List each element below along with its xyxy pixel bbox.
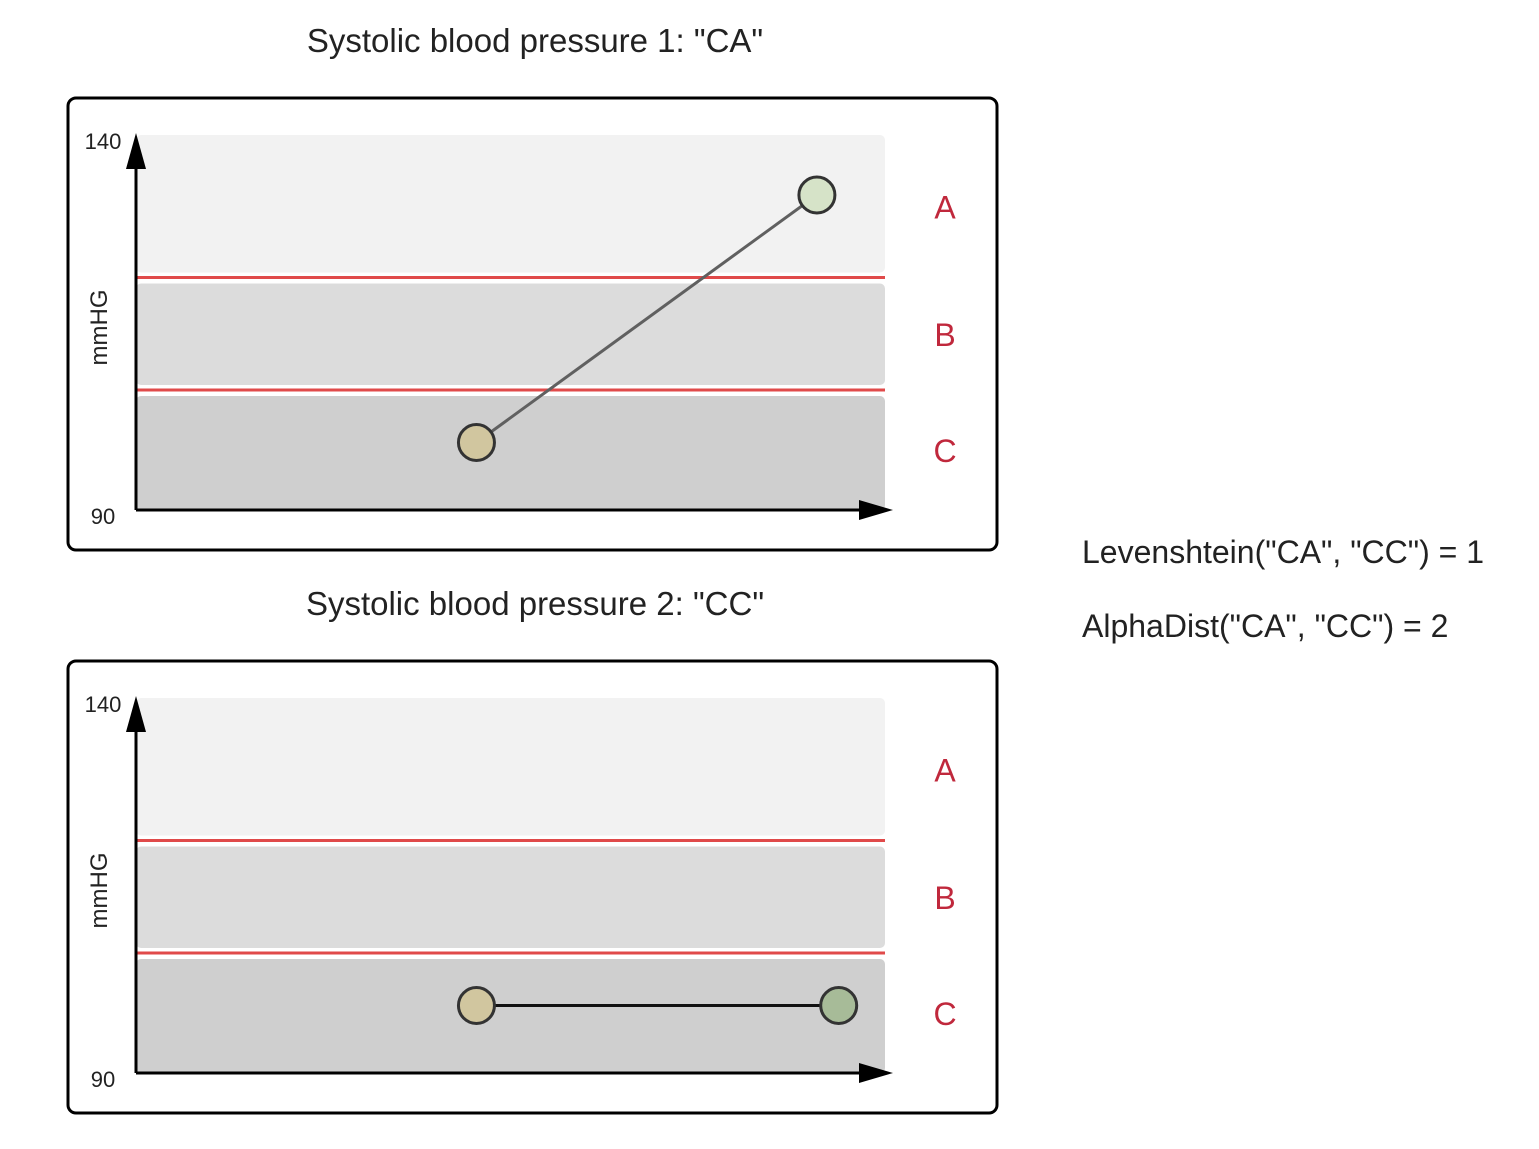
chart-2: A B C 140 90 mmHG [66,659,999,1115]
band-b [136,846,885,948]
y-axis-label: mmHG [86,290,113,366]
band-b [136,283,885,385]
band-label-a: A [934,752,956,788]
y-tick-label: 90 [91,504,115,529]
band-a [136,698,885,836]
band-c [136,396,885,510]
y-axis-arrow [126,133,146,169]
y-tick-label: 90 [91,1067,115,1092]
band-label-c: C [933,433,956,469]
band-label-b: B [934,880,955,916]
end-point [819,986,859,1025]
levenshtein-result: Levenshtein("CA", "CC") = 1 [1082,534,1485,570]
band-c [136,959,885,1073]
y-tick-label: 140 [85,692,122,717]
band-label-c: C [933,996,956,1032]
chart-1-title: Systolic blood pressure 1: "CA" [306,22,764,59]
x-axis-arrow [859,1063,893,1083]
end-point [797,175,837,215]
band-label-b: B [934,317,955,353]
y-tick-label: 140 [85,129,122,154]
start-point [456,986,496,1025]
band-a [136,135,885,273]
band-label-a: A [934,189,956,225]
alphadist-result: AlphaDist("CA", "CC") = 2 [1082,608,1449,644]
chart-2-title: Systolic blood pressure 2: "CC" [305,585,765,622]
start-point [456,423,496,462]
chart-1: A B C 140 90 mmHG [66,96,999,552]
trend-line [475,193,818,444]
x-axis-arrow [859,500,893,520]
y-axis-label: mmHG [86,853,113,929]
y-axis-arrow [126,696,146,732]
